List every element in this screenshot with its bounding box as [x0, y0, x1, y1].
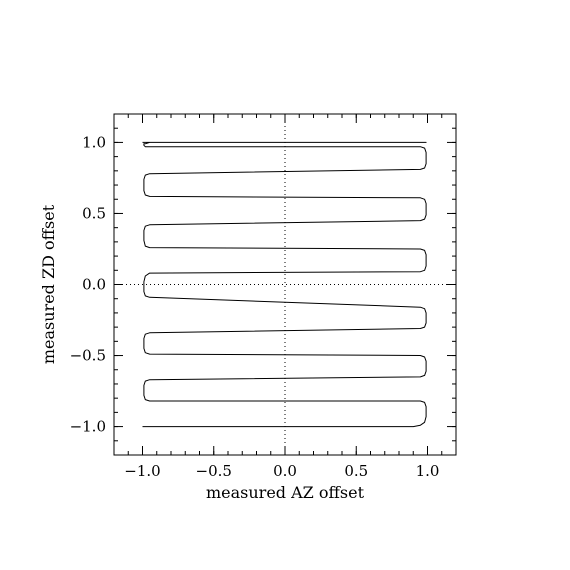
- y-tick-labels: −1.0 −0.5 0.0 0.5 1.0: [70, 133, 106, 435]
- y-tick-label: −0.5: [70, 347, 106, 365]
- x-tick-labels: −1.0 −0.5 0.0 0.5 1.0: [124, 462, 439, 480]
- y-tick-label: 0.0: [82, 276, 106, 294]
- y-axis-title: measured ZD offset: [39, 204, 58, 364]
- x-axis-title: measured AZ offset: [206, 483, 365, 502]
- y-tick-label: −1.0: [70, 418, 106, 436]
- series-line: [142, 141, 427, 428]
- minor-ticks: [113, 113, 457, 456]
- x-tick-label: −1.0: [124, 462, 160, 480]
- y-tick-label: 1.0: [82, 133, 106, 151]
- x-tick-label: 0.0: [273, 462, 297, 480]
- series-layer: [142, 141, 427, 428]
- x-tick-label: −0.5: [196, 462, 232, 480]
- x-tick-label: 1.0: [416, 462, 440, 480]
- y-tick-label: 0.5: [82, 204, 106, 222]
- plot-frame: [113, 113, 457, 456]
- reference-lines: [114, 114, 456, 455]
- major-ticks: [114, 114, 456, 455]
- x-tick-label: 0.5: [344, 462, 368, 480]
